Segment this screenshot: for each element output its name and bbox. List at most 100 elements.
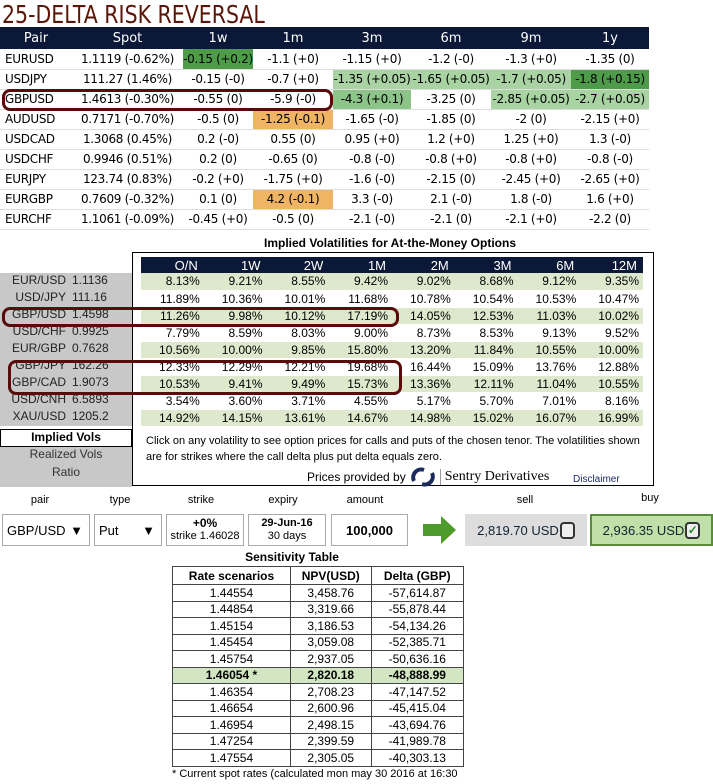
rr-value-cell[interactable]: -0.65 (0)	[253, 149, 333, 170]
vol-cell[interactable]: 10.47%	[580, 290, 643, 308]
rr-value-cell[interactable]: -1.75 (+0)	[253, 169, 333, 190]
vol-cell[interactable]: 10.00%	[580, 341, 643, 359]
rr-value-cell[interactable]: -1.7 (+0.05)	[491, 69, 571, 90]
amount-input[interactable]: 100,000	[331, 514, 408, 546]
rr-value-cell[interactable]: -0.8 (-0)	[333, 149, 411, 170]
vol-cell[interactable]: 8.03%	[266, 324, 330, 342]
rr-value-cell[interactable]: -0.8 (-0)	[571, 149, 649, 170]
rr-value-cell[interactable]: -1.65 (-0)	[333, 109, 411, 130]
vol-cell[interactable]: 10.55%	[517, 341, 581, 359]
rr-value-cell[interactable]: 1.2 (+0)	[411, 129, 491, 150]
disclaimer-link[interactable]: Disclaimer	[573, 474, 620, 485]
vol-cell[interactable]: 14.15%	[203, 409, 267, 427]
rr-value-cell[interactable]: 1.3 (-0)	[571, 129, 649, 150]
tab-ratio[interactable]: Ratio	[0, 465, 132, 487]
rr-value-cell[interactable]: 3.3 (-0)	[333, 189, 411, 210]
vol-cell[interactable]: 16.44%	[392, 358, 455, 376]
vol-cell[interactable]: 10.00%	[203, 341, 267, 359]
vol-cell[interactable]: 11.26%	[141, 307, 204, 325]
rr-value-cell[interactable]: -0.15 (-0)	[183, 69, 253, 90]
vol-cell[interactable]: 9.13%	[517, 324, 581, 342]
rr-value-cell[interactable]: -1.8 (+0.15)	[571, 69, 649, 90]
tab-implied-vols[interactable]: Implied Vols	[0, 429, 132, 447]
vol-cell[interactable]: 10.56%	[141, 341, 204, 359]
vol-cell[interactable]: 9.41%	[203, 375, 267, 393]
rr-value-cell[interactable]: -2.65 (+0)	[571, 169, 649, 190]
vol-cell[interactable]: 10.78%	[392, 290, 455, 308]
rr-value-cell[interactable]: -2.1 (0)	[411, 209, 491, 230]
vol-cell[interactable]: 3.71%	[266, 392, 330, 410]
vol-cell[interactable]: 8.16%	[580, 392, 643, 410]
vol-cell[interactable]: 11.84%	[454, 341, 518, 359]
rr-value-cell[interactable]: -2.2 (0)	[571, 209, 649, 230]
vol-cell[interactable]: 10.02%	[580, 307, 643, 325]
type-select[interactable]: Put ▼	[94, 514, 162, 546]
rr-value-cell[interactable]: -2.45 (+0)	[491, 169, 571, 190]
vol-cell[interactable]: 9.35%	[580, 273, 643, 291]
rr-value-cell[interactable]: -1.65 (+0.05)	[411, 69, 491, 90]
vol-cell[interactable]: 5.70%	[454, 392, 518, 410]
vol-cell[interactable]: 13.36%	[392, 375, 455, 393]
vol-cell[interactable]: 11.03%	[517, 307, 581, 325]
rr-value-cell[interactable]: -0.8 (+0)	[491, 149, 571, 170]
vol-cell[interactable]: 10.36%	[203, 290, 267, 308]
rr-value-cell[interactable]: -2.7 (+0.05)	[571, 89, 649, 110]
vol-cell[interactable]: 9.00%	[329, 324, 392, 342]
rr-value-cell[interactable]: -4.3 (+0.1)	[333, 89, 411, 110]
rr-value-cell[interactable]: -1.6 (-0)	[333, 169, 411, 190]
vol-cell[interactable]: 9.49%	[266, 375, 330, 393]
rr-value-cell[interactable]: 1.6 (+0)	[571, 189, 649, 210]
vol-cell[interactable]: 11.68%	[329, 290, 392, 308]
rr-value-cell[interactable]: -0.15 (+0.2)	[183, 49, 253, 70]
rr-value-cell[interactable]: 0.2 (-0)	[183, 129, 253, 150]
rr-value-cell[interactable]: -2.1 (-0)	[333, 209, 411, 230]
vol-cell[interactable]: 11.04%	[517, 375, 581, 393]
rr-value-cell[interactable]: -1.15 (+0)	[333, 49, 411, 70]
buy-button[interactable]: 2,936.35 USD ✓	[590, 514, 713, 546]
vol-cell[interactable]: 14.92%	[141, 409, 204, 427]
rr-value-cell[interactable]: -1.35 (+0.05)	[333, 69, 411, 90]
vol-cell[interactable]: 10.53%	[141, 375, 204, 393]
rr-value-cell[interactable]: 0.55 (0)	[253, 129, 333, 150]
vol-cell[interactable]: 10.12%	[266, 307, 330, 325]
strike-input[interactable]: +0% strike 1.46028	[166, 514, 244, 546]
rr-value-cell[interactable]: -0.55 (0)	[183, 89, 253, 110]
rr-value-cell[interactable]: 0.1 (0)	[183, 189, 253, 210]
unchecked-box-icon[interactable]	[559, 521, 575, 539]
vol-cell[interactable]: 12.88%	[580, 358, 643, 376]
vol-cell[interactable]: 12.53%	[454, 307, 518, 325]
vol-cell[interactable]: 9.42%	[329, 273, 392, 291]
vol-cell[interactable]: 8.73%	[392, 324, 455, 342]
vol-cell[interactable]: 17.19%	[329, 307, 392, 325]
rr-value-cell[interactable]: -1.1 (+0)	[253, 49, 333, 70]
vol-cell[interactable]: 15.09%	[454, 358, 518, 376]
vol-cell[interactable]: 10.55%	[580, 375, 643, 393]
vol-cell[interactable]: 13.76%	[517, 358, 581, 376]
rr-value-cell[interactable]: -1.2 (-0)	[411, 49, 491, 70]
vol-cell[interactable]: 9.21%	[203, 273, 267, 291]
checkmark-icon[interactable]: ✓	[685, 521, 701, 539]
rr-value-cell[interactable]: -2.15 (+0)	[571, 109, 649, 130]
rr-value-cell[interactable]: -1.35 (0)	[571, 49, 649, 70]
rr-value-cell[interactable]: -2.15 (0)	[411, 169, 491, 190]
rr-value-cell[interactable]: -2.85 (+0.05)	[491, 89, 571, 110]
vol-cell[interactable]: 8.55%	[266, 273, 330, 291]
vol-cell[interactable]: 3.54%	[141, 392, 204, 410]
vol-cell[interactable]: 9.52%	[580, 324, 643, 342]
vol-cell[interactable]: 10.01%	[266, 290, 330, 308]
rr-value-cell[interactable]: 4.2 (-0.1)	[253, 189, 333, 210]
vol-cell[interactable]: 8.68%	[454, 273, 518, 291]
rr-value-cell[interactable]: -0.5 (0)	[253, 209, 333, 230]
rr-value-cell[interactable]: -1.3 (+0)	[491, 49, 571, 70]
vol-cell[interactable]: 13.61%	[266, 409, 330, 427]
vol-cell[interactable]: 14.05%	[392, 307, 455, 325]
vol-cell[interactable]: 9.98%	[203, 307, 267, 325]
vol-cell[interactable]: 8.53%	[454, 324, 518, 342]
rr-value-cell[interactable]: 1.8 (-0)	[491, 189, 571, 210]
vol-cell[interactable]: 13.20%	[392, 341, 455, 359]
vol-cell[interactable]: 12.11%	[454, 375, 518, 393]
rr-value-cell[interactable]: -0.8 (+0)	[411, 149, 491, 170]
rr-value-cell[interactable]: -0.2 (+0)	[183, 169, 253, 190]
rr-value-cell[interactable]: -0.7 (+0)	[253, 69, 333, 90]
sell-button[interactable]: 2,819.70 USD	[465, 514, 587, 546]
